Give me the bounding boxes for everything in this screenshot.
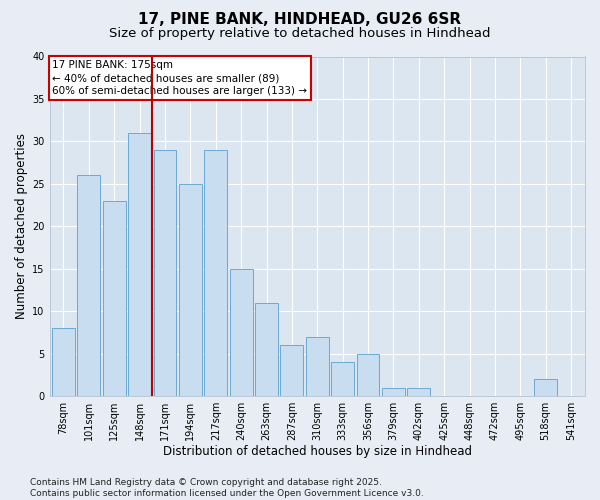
Bar bbox=[103, 201, 125, 396]
Bar bbox=[77, 176, 100, 396]
Bar bbox=[356, 354, 379, 396]
Bar bbox=[179, 184, 202, 396]
X-axis label: Distribution of detached houses by size in Hindhead: Distribution of detached houses by size … bbox=[163, 444, 472, 458]
Bar bbox=[407, 388, 430, 396]
Y-axis label: Number of detached properties: Number of detached properties bbox=[15, 134, 28, 320]
Bar bbox=[230, 268, 253, 396]
Bar bbox=[52, 328, 75, 396]
Bar bbox=[306, 336, 329, 396]
Text: 17, PINE BANK, HINDHEAD, GU26 6SR: 17, PINE BANK, HINDHEAD, GU26 6SR bbox=[139, 12, 461, 28]
Bar bbox=[128, 133, 151, 396]
Bar bbox=[280, 345, 304, 396]
Bar bbox=[382, 388, 405, 396]
Bar bbox=[255, 302, 278, 396]
Bar bbox=[154, 150, 176, 396]
Bar bbox=[205, 150, 227, 396]
Bar bbox=[534, 379, 557, 396]
Text: Contains HM Land Registry data © Crown copyright and database right 2025.
Contai: Contains HM Land Registry data © Crown c… bbox=[30, 478, 424, 498]
Text: 17 PINE BANK: 175sqm
← 40% of detached houses are smaller (89)
60% of semi-detac: 17 PINE BANK: 175sqm ← 40% of detached h… bbox=[52, 60, 307, 96]
Bar bbox=[331, 362, 354, 396]
Text: Size of property relative to detached houses in Hindhead: Size of property relative to detached ho… bbox=[109, 28, 491, 40]
